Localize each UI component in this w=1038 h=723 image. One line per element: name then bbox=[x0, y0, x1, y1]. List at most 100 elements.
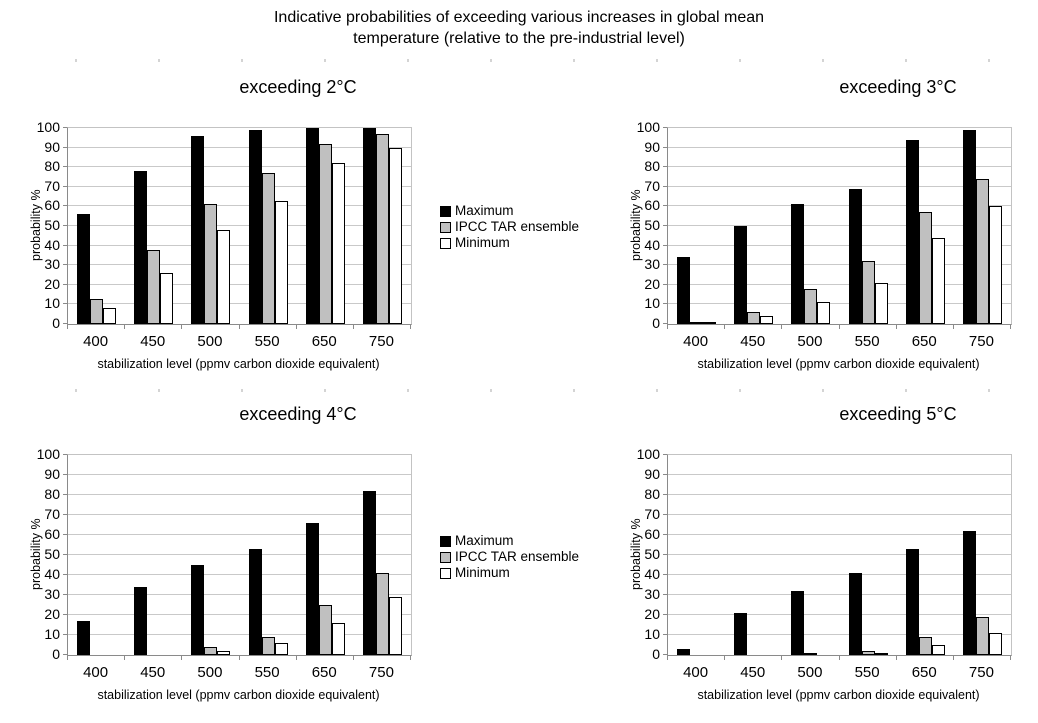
gridline bbox=[668, 225, 1011, 226]
y-axis-tick bbox=[663, 147, 667, 148]
dotted-separator-row bbox=[0, 389, 1038, 392]
dotted-separator-dash bbox=[490, 59, 492, 62]
y-tick-label: 70 bbox=[644, 506, 660, 522]
bar-ipcc-tar-ensemble bbox=[204, 647, 217, 655]
y-tick-label: 60 bbox=[44, 197, 60, 214]
gridline bbox=[668, 245, 1011, 246]
plot-area bbox=[667, 127, 1012, 325]
gridline bbox=[668, 634, 1011, 635]
legend-label: Maximum bbox=[455, 203, 514, 218]
bar-minimum bbox=[989, 206, 1002, 324]
legend-swatch-ipcc-tar-ensemble bbox=[440, 551, 451, 563]
dotted-separator-row bbox=[0, 59, 1038, 62]
dotted-separator-dash bbox=[158, 59, 160, 62]
y-axis-tick bbox=[63, 574, 67, 575]
y-axis-tick bbox=[63, 634, 67, 635]
chart-exceeding-3c: exceeding 3°C probability % 0 10 20 30 40 50 6… bbox=[620, 76, 1038, 394]
dotted-separator-dash bbox=[822, 59, 824, 62]
gridline bbox=[668, 494, 1011, 495]
gridline bbox=[68, 166, 411, 167]
x-axis-tick bbox=[239, 656, 240, 660]
y-tick-label: 50 bbox=[44, 546, 60, 562]
gridline bbox=[668, 264, 1011, 265]
bar-minimum bbox=[760, 316, 773, 324]
x-axis-tick bbox=[781, 656, 782, 660]
dotted-separator-dash bbox=[158, 389, 160, 392]
y-axis-tick bbox=[63, 534, 67, 535]
bar-minimum bbox=[875, 653, 888, 655]
bar-minimum bbox=[160, 273, 173, 324]
bar-minimum bbox=[389, 597, 402, 655]
bar-minimum bbox=[875, 283, 888, 324]
bar-ipcc-tar-ensemble bbox=[262, 173, 275, 324]
y-axis-tick bbox=[63, 494, 67, 495]
x-axis-tick bbox=[239, 325, 240, 329]
legend-label: IPCC TAR ensemble bbox=[455, 549, 580, 564]
x-axis-tick bbox=[667, 325, 668, 329]
y-axis-tick bbox=[663, 303, 667, 304]
bar-maximum bbox=[849, 573, 862, 655]
gridline bbox=[68, 554, 411, 555]
y-axis-tick bbox=[663, 225, 667, 226]
gridline bbox=[68, 534, 411, 535]
y-tick-label: 70 bbox=[644, 177, 660, 194]
legend-swatch-maximum bbox=[440, 535, 451, 547]
chart-title: exceeding 3°C bbox=[839, 77, 957, 97]
dotted-separator-dash bbox=[905, 389, 907, 392]
y-axis-tick bbox=[663, 323, 667, 324]
y-tick-label: 90 bbox=[644, 138, 660, 155]
gridline bbox=[68, 634, 411, 635]
x-axis-tick bbox=[410, 656, 411, 660]
gridline bbox=[668, 534, 1011, 535]
legend-swatch-minimum bbox=[440, 567, 451, 579]
gridline bbox=[68, 284, 411, 285]
bar-maximum bbox=[677, 257, 690, 324]
x-axis-tick bbox=[1010, 325, 1011, 329]
x-tick-label: 450 bbox=[740, 333, 766, 350]
x-tick-label: 400 bbox=[83, 333, 109, 350]
gridline bbox=[68, 303, 411, 304]
chart-exceeding-5c: exceeding 5°C probability % 0 10 20 30 40 50 6… bbox=[620, 403, 1038, 721]
x-axis-tick bbox=[1010, 656, 1011, 660]
y-tick-label: 0 bbox=[652, 646, 660, 662]
x-tick-label: 550 bbox=[854, 333, 880, 350]
y-axis-tick bbox=[663, 594, 667, 595]
gridline bbox=[68, 147, 411, 148]
x-axis-label: stabilization level (ppmv carbon dioxide… bbox=[97, 357, 380, 371]
y-axis-tick bbox=[63, 514, 67, 515]
bar-ipcc-tar-ensemble bbox=[919, 637, 932, 655]
y-axis-tick bbox=[63, 186, 67, 187]
gridline bbox=[68, 514, 411, 515]
dotted-separator-dash bbox=[573, 389, 575, 392]
bar-ipcc-tar-ensemble bbox=[976, 617, 989, 655]
y-tick-label: 60 bbox=[644, 526, 660, 542]
dotted-separator-dash bbox=[573, 59, 575, 62]
bar-ipcc-tar-ensemble bbox=[747, 312, 760, 324]
bar-ipcc-tar-ensemble bbox=[690, 322, 703, 324]
bar-minimum bbox=[989, 633, 1002, 655]
bar-ipcc-tar-ensemble bbox=[319, 605, 332, 655]
chart-exceeding-4c: exceeding 4°C probability % 0 10 20 30 40 50 6… bbox=[20, 403, 458, 721]
bar-ipcc-tar-ensemble bbox=[976, 179, 989, 324]
bar-maximum bbox=[734, 226, 747, 324]
legend-label: Maximum bbox=[455, 533, 514, 548]
y-axis-tick bbox=[63, 147, 67, 148]
x-tick-label: 650 bbox=[311, 333, 337, 350]
x-tick-label: 500 bbox=[797, 333, 823, 350]
bar-minimum bbox=[703, 322, 716, 324]
x-axis-tick bbox=[896, 325, 897, 329]
y-axis-tick bbox=[663, 166, 667, 167]
bar-maximum bbox=[791, 204, 804, 324]
x-axis-tick bbox=[724, 325, 725, 329]
x-axis-tick bbox=[953, 656, 954, 660]
y-axis-tick bbox=[63, 454, 67, 455]
y-axis-tick bbox=[663, 186, 667, 187]
y-tick-label: 50 bbox=[644, 546, 660, 562]
bar-ipcc-tar-ensemble bbox=[862, 261, 875, 324]
bar-maximum bbox=[363, 128, 376, 324]
legend: Maximum IPCC TAR ensemble Minimum bbox=[440, 533, 625, 581]
x-tick-label: 650 bbox=[311, 664, 337, 681]
y-axis-tick bbox=[663, 284, 667, 285]
gridline bbox=[668, 554, 1011, 555]
